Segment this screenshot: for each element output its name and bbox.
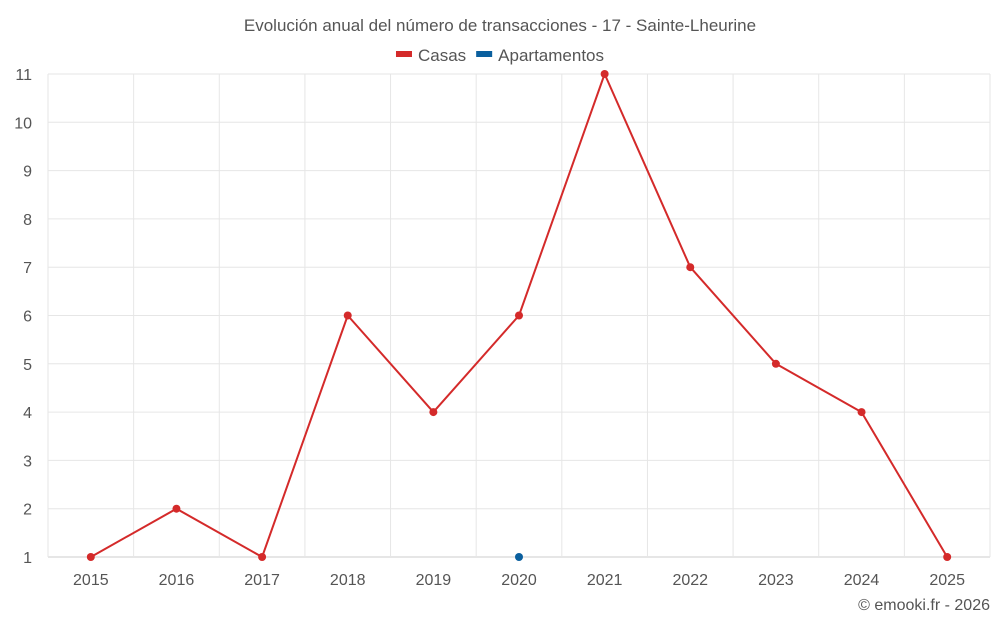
data-point-casas[interactable] xyxy=(172,504,181,513)
data-point-casas[interactable] xyxy=(771,359,780,368)
legend-label-apartamentos[interactable]: Apartamentos xyxy=(498,46,604,65)
x-tick-label: 2016 xyxy=(159,572,195,589)
data-point-casas[interactable] xyxy=(258,553,267,561)
data-point-casas[interactable] xyxy=(686,263,695,272)
x-tick-label: 2023 xyxy=(758,572,794,589)
y-tick-label: 1 xyxy=(23,550,32,567)
y-tick-label: 7 xyxy=(23,260,32,277)
legend-label-casas[interactable]: Casas xyxy=(418,46,466,65)
y-tick-label: 5 xyxy=(23,357,32,374)
data-point-apartamentos[interactable] xyxy=(515,553,523,561)
y-tick-label: 11 xyxy=(15,67,32,84)
grid xyxy=(47,73,991,558)
data-point-casas[interactable] xyxy=(943,553,952,561)
legend-swatch-apartamentos xyxy=(476,51,493,57)
data-point-casas[interactable] xyxy=(515,311,523,320)
data-point-casas[interactable] xyxy=(429,408,438,417)
x-tick-label: 2018 xyxy=(330,572,366,589)
y-tick-label: 6 xyxy=(23,309,32,326)
data-point-casas[interactable] xyxy=(857,408,866,417)
y-tick-label: 4 xyxy=(23,405,32,422)
y-tick-label: 10 xyxy=(14,115,32,132)
x-tick-label: 2020 xyxy=(501,572,537,589)
x-axis-ticks: 2015 2016 2017 2018 2019 2020 2021 2022 2023 2024… xyxy=(73,572,965,589)
y-tick-label: 8 xyxy=(23,212,32,229)
series-layer xyxy=(86,70,952,561)
y-tick-label: 9 xyxy=(23,164,32,181)
y-tick-label: 2 xyxy=(23,502,32,519)
data-point-casas[interactable] xyxy=(343,311,352,320)
x-tick-label: 2019 xyxy=(416,572,452,589)
x-tick-label: 2024 xyxy=(844,572,880,589)
data-point-casas[interactable] xyxy=(600,70,609,78)
legend: Casas Apartamentos xyxy=(395,46,604,65)
legend-swatch-casas xyxy=(395,51,412,57)
x-tick-label: 2017 xyxy=(244,572,280,589)
data-point-casas[interactable] xyxy=(86,553,95,561)
credit-text: © emooki.fr - 2026 xyxy=(858,597,990,614)
x-tick-label: 2022 xyxy=(672,572,708,589)
y-tick-label: 3 xyxy=(23,453,32,470)
x-tick-label: 2015 xyxy=(73,572,109,589)
y-axis-ticks: 1 2 3 4 5 6 7 8 9 10 11 xyxy=(14,67,32,567)
x-tick-label: 2021 xyxy=(587,572,623,589)
x-tick-label: 2025 xyxy=(929,572,965,589)
chart-title: Evolución anual del número de transaccio… xyxy=(244,16,756,35)
